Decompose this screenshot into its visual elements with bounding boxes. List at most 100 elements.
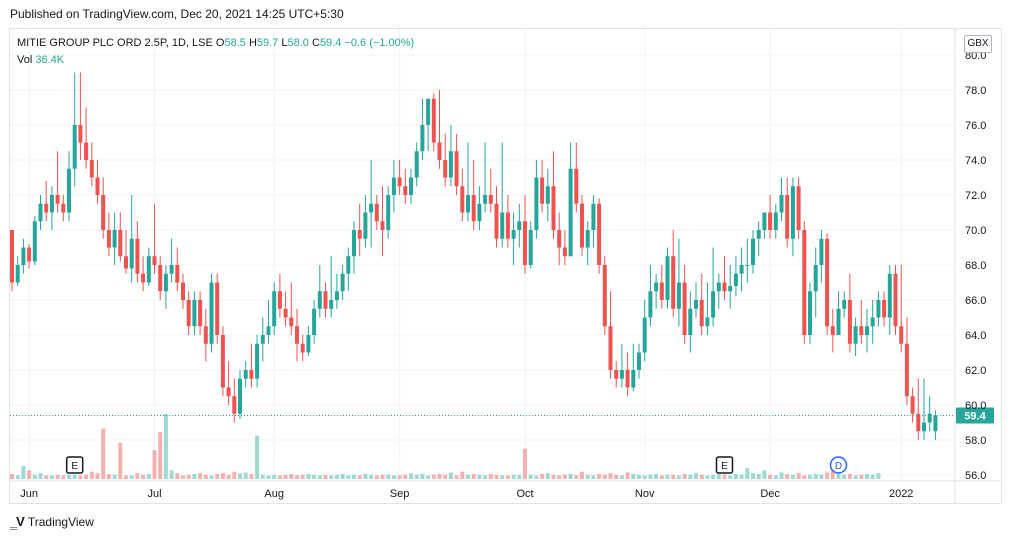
candle-body: [89, 160, 94, 178]
volume-bar: [414, 474, 419, 479]
volume-bar: [830, 470, 835, 479]
candle-body: [106, 230, 111, 248]
candle-body: [232, 396, 237, 414]
volume-bar: [15, 475, 20, 479]
volume-bar: [711, 474, 716, 479]
candle-body: [249, 370, 254, 379]
candle-body: [27, 247, 32, 262]
candle-body: [870, 317, 875, 327]
volume-bar: [334, 474, 339, 479]
x-tick-label: Jul: [147, 488, 161, 500]
volume-bar: [460, 471, 465, 479]
volume-bar: [597, 473, 602, 479]
volume-bar: [494, 474, 499, 479]
candle-body: [255, 343, 260, 379]
volume-bar: [44, 475, 49, 479]
volume-bar: [796, 473, 801, 479]
volume-bar: [243, 472, 248, 479]
y-tick-label: 58.0: [965, 435, 986, 447]
candle-body: [295, 326, 299, 344]
volume-bar: [637, 474, 641, 479]
volume-bar: [67, 474, 71, 479]
candle-body: [477, 203, 482, 222]
candle-body: [215, 282, 220, 335]
candle-body: [648, 291, 653, 318]
volume-bar: [27, 470, 32, 479]
volume-bar: [728, 475, 733, 479]
volume-bar: [619, 475, 624, 479]
candle-body: [865, 326, 869, 335]
candle-body: [540, 177, 545, 204]
candle-body: [568, 168, 573, 257]
volume-bar: [95, 473, 100, 479]
candle-body: [637, 352, 641, 370]
volume-bar: [813, 473, 818, 479]
volume-bar: [312, 474, 317, 479]
candle-body: [426, 98, 431, 125]
legend-high-label: H: [248, 37, 257, 49]
x-tick-label: Dec: [760, 488, 780, 500]
candle-body: [340, 273, 345, 292]
volume-bar: [688, 474, 693, 479]
candle-body: [203, 326, 208, 344]
volume-bar: [859, 474, 864, 479]
volume-bar: [756, 473, 761, 479]
candle-body: [528, 230, 533, 265]
candle-body: [67, 168, 71, 213]
volume-bar: [836, 473, 841, 479]
volume-bar: [295, 475, 299, 479]
volume-bar: [363, 473, 368, 479]
candle-body: [551, 186, 556, 230]
dividend-marker-icon: [829, 456, 848, 474]
last-price-badge: [956, 407, 994, 424]
volume-bar: [802, 475, 807, 479]
y-tick-label: 78.0: [965, 85, 986, 97]
candle-body: [181, 282, 185, 300]
candle-body: [625, 370, 630, 388]
volume-bar: [625, 472, 630, 479]
volume-bar: [631, 473, 636, 479]
candle-body: [431, 98, 436, 143]
candle-body: [893, 273, 898, 327]
chart[interactable]: 59.4 56.0 58.0 60.0 62.0 64.0 66.0 68.0 70.0 72.0…: [0, 0, 1012, 510]
volume-bar: [602, 474, 607, 479]
candle-body: [933, 415, 938, 432]
candle-body: [329, 300, 334, 309]
candle-body: [260, 335, 265, 344]
candle-body: [483, 195, 488, 204]
x-tick-label: Sep: [390, 488, 410, 500]
candle-body: [671, 256, 676, 309]
candle-body: [10, 230, 14, 283]
footer-brand: TradingView: [27, 514, 94, 529]
candle-body: [733, 273, 738, 286]
volume-bar: [192, 473, 197, 479]
volume-bar: [523, 448, 527, 479]
candle-body: [135, 238, 140, 274]
currency-button[interactable]: GBX: [964, 35, 992, 53]
candle-body: [511, 230, 516, 239]
candle-body: [922, 422, 926, 432]
candle-body: [209, 282, 214, 344]
volume-bar: [568, 473, 573, 479]
volume-bar: [865, 473, 869, 479]
candle-body: [238, 378, 242, 414]
volume-bar: [790, 474, 795, 479]
volume-bar: [163, 414, 168, 479]
volume-bar: [283, 474, 288, 479]
volume-bar: [209, 475, 214, 479]
candle-body: [790, 186, 795, 239]
volume-bar: [277, 475, 282, 479]
volume-bar: [614, 474, 619, 479]
candle-body: [448, 151, 453, 178]
volume-bar: [483, 475, 488, 479]
candle-body: [454, 151, 459, 187]
volume-bar: [517, 474, 522, 479]
candle-body: [808, 291, 812, 335]
candle-body: [722, 282, 727, 292]
volume-bar: [557, 475, 562, 479]
volume-bar: [545, 473, 550, 479]
volume-bar: [158, 432, 163, 479]
candle-body: [916, 413, 921, 432]
chart-legend: MITIE GROUP PLC ORD 2.5P, 1D, LSE O58.5 …: [17, 35, 414, 69]
candle-body: [420, 125, 425, 152]
